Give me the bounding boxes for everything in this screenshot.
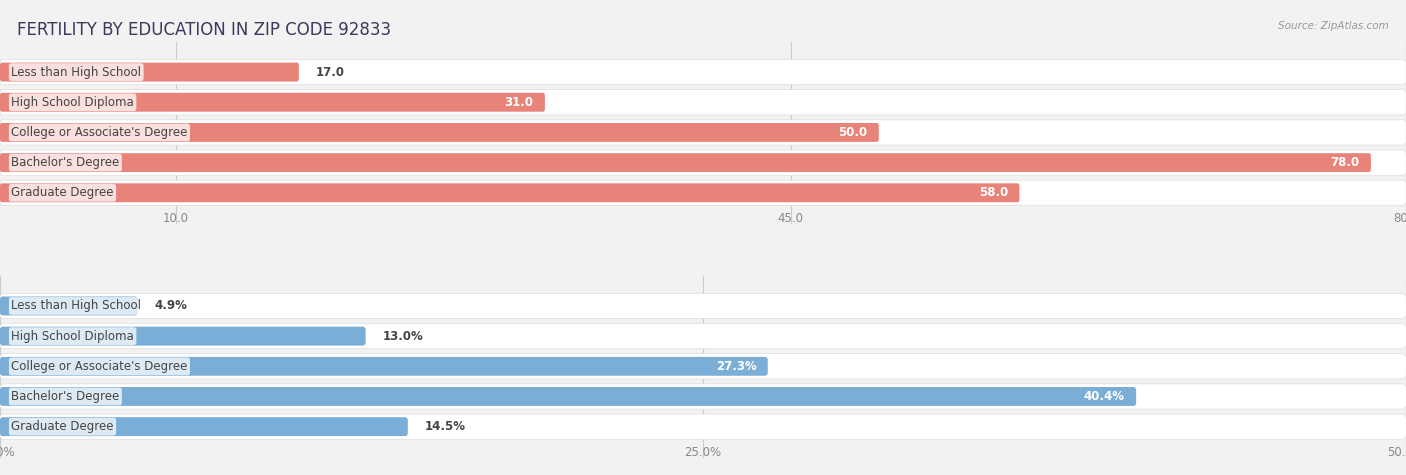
Text: 4.9%: 4.9% (155, 299, 187, 313)
Text: 50.0: 50.0 (838, 126, 868, 139)
FancyBboxPatch shape (0, 120, 1406, 145)
FancyBboxPatch shape (0, 327, 366, 346)
Text: FERTILITY BY EDUCATION IN ZIP CODE 92833: FERTILITY BY EDUCATION IN ZIP CODE 92833 (17, 21, 391, 39)
Text: Graduate Degree: Graduate Degree (11, 186, 114, 200)
Text: 40.4%: 40.4% (1084, 390, 1125, 403)
Text: Source: ZipAtlas.com: Source: ZipAtlas.com (1278, 21, 1389, 31)
FancyBboxPatch shape (0, 387, 1136, 406)
FancyBboxPatch shape (0, 63, 299, 82)
Text: Less than High School: Less than High School (11, 299, 141, 313)
FancyBboxPatch shape (0, 153, 1371, 172)
FancyBboxPatch shape (0, 417, 408, 436)
Text: Bachelor's Degree: Bachelor's Degree (11, 156, 120, 169)
Text: High School Diploma: High School Diploma (11, 96, 134, 109)
FancyBboxPatch shape (0, 384, 1406, 409)
FancyBboxPatch shape (0, 357, 768, 376)
Text: 27.3%: 27.3% (716, 360, 756, 373)
Text: 14.5%: 14.5% (425, 420, 465, 433)
Text: 17.0: 17.0 (315, 66, 344, 78)
FancyBboxPatch shape (0, 354, 1406, 379)
Text: High School Diploma: High School Diploma (11, 330, 134, 342)
FancyBboxPatch shape (0, 93, 546, 112)
FancyBboxPatch shape (0, 323, 1406, 349)
FancyBboxPatch shape (0, 294, 1406, 319)
FancyBboxPatch shape (0, 183, 1019, 202)
FancyBboxPatch shape (0, 150, 1406, 175)
Text: Graduate Degree: Graduate Degree (11, 420, 114, 433)
Text: 13.0%: 13.0% (382, 330, 423, 342)
Text: Less than High School: Less than High School (11, 66, 141, 78)
Text: College or Associate's Degree: College or Associate's Degree (11, 360, 187, 373)
Text: 78.0: 78.0 (1330, 156, 1360, 169)
FancyBboxPatch shape (0, 123, 879, 142)
Text: 58.0: 58.0 (979, 186, 1008, 200)
FancyBboxPatch shape (0, 296, 138, 315)
FancyBboxPatch shape (0, 180, 1406, 205)
FancyBboxPatch shape (0, 414, 1406, 439)
Text: 31.0: 31.0 (505, 96, 534, 109)
FancyBboxPatch shape (0, 90, 1406, 115)
FancyBboxPatch shape (0, 59, 1406, 85)
Text: College or Associate's Degree: College or Associate's Degree (11, 126, 187, 139)
Text: Bachelor's Degree: Bachelor's Degree (11, 390, 120, 403)
